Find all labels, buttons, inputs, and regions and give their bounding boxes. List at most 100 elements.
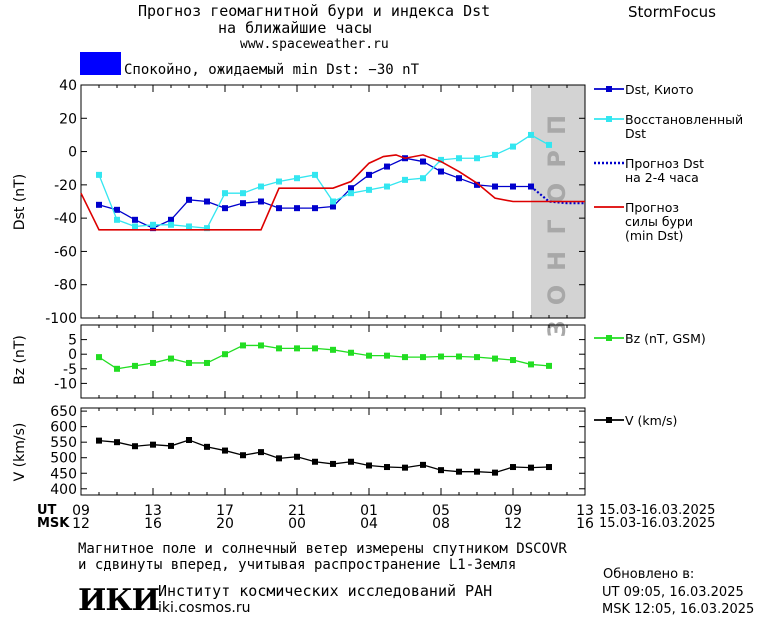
- v-data-point: [150, 441, 156, 448]
- bz-data-point: [438, 353, 444, 360]
- dst-ytick-label: -40: [54, 211, 77, 227]
- dst-data-point: [348, 185, 354, 192]
- dst-data-point: [114, 206, 120, 213]
- v-data-point: [114, 439, 120, 446]
- v-ytick-label: 650: [50, 404, 77, 420]
- legend-entry: Прогноз Dst: [625, 156, 704, 171]
- v-data-point: [546, 464, 552, 471]
- dst-data-point: [186, 196, 192, 203]
- dst-data-point: [240, 200, 246, 207]
- bz-data-point: [402, 354, 408, 361]
- bz-ytick-label: 0: [68, 347, 77, 363]
- bz-data-point: [492, 355, 498, 362]
- legend-entry: на 2-4 часа: [625, 170, 699, 185]
- iki-logo: ИКИ: [78, 583, 160, 618]
- x-tick-label-msk: 12: [72, 516, 90, 532]
- bz-ytick-label: -10: [54, 376, 77, 392]
- institute-site-link[interactable]: iki.cosmos.ru: [158, 600, 251, 616]
- v-data-point: [420, 461, 426, 468]
- dst-data-point: [204, 198, 210, 205]
- bz-ylabel: Bz (nT): [12, 335, 28, 385]
- v-data-point: [330, 460, 336, 467]
- bz-data-point: [294, 345, 300, 352]
- dst-data-point: [96, 201, 102, 208]
- v-data-point: [222, 447, 228, 454]
- dst-data-point: [456, 155, 462, 162]
- v-ytick-label: 600: [50, 420, 77, 436]
- bz-data-point: [348, 349, 354, 356]
- legend-entry: Bz (nT, GSM): [625, 331, 706, 346]
- x-tick-label-ut: 01: [360, 503, 378, 519]
- x-tick-label-msk: 00: [288, 516, 306, 532]
- legend-entry: силы бури: [625, 214, 693, 229]
- v-data-point: [348, 458, 354, 465]
- dst-data-point: [312, 171, 318, 178]
- dst-data-point: [402, 176, 408, 183]
- dst-ytick-label: -20: [54, 178, 77, 194]
- dst-data-point: [204, 225, 210, 232]
- bz-data-point: [420, 354, 426, 361]
- v-data-point: [438, 467, 444, 474]
- x-tick-label-ut: 13: [576, 503, 594, 519]
- x-tick-label-ut: 17: [216, 503, 234, 519]
- bz-data-point: [528, 361, 534, 368]
- x-axis-msk-label: MSK: [37, 516, 70, 531]
- legend-entry: V (km/s): [625, 413, 677, 428]
- x-tick-label-msk: 08: [432, 516, 450, 532]
- dst-data-point: [114, 216, 120, 223]
- status-color-swatch: [80, 52, 121, 75]
- dst-data-point: [186, 223, 192, 230]
- x-tick-label-msk: 12: [504, 516, 522, 532]
- updated-label: Обновлено в:: [603, 567, 695, 582]
- dst-data-point: [330, 198, 336, 205]
- legend-entry: (min Dst): [625, 228, 683, 243]
- dst-data-point: [420, 158, 426, 165]
- dst-data-point: [384, 183, 390, 190]
- v-data-point: [312, 458, 318, 465]
- bz-data-point: [258, 342, 264, 349]
- dst-series-line: [80, 154, 585, 231]
- bz-data-point: [204, 359, 210, 366]
- dst-ytick-label: -60: [54, 244, 77, 260]
- legend-entry: Прогноз: [625, 200, 679, 215]
- dst-data-point: [366, 186, 372, 193]
- v-data-point: [384, 464, 390, 471]
- dst-ylabel: Dst (nT): [12, 174, 28, 230]
- dst-ytick-label: -80: [54, 278, 77, 294]
- forecast-zone-letter: О: [543, 183, 571, 203]
- dst-data-point: [546, 141, 552, 148]
- v-data-point: [258, 449, 264, 456]
- dst-data-point: [294, 205, 300, 212]
- dst-ytick-label: 0: [68, 145, 77, 161]
- v-data-point: [294, 453, 300, 460]
- website-link[interactable]: www.spaceweather.ru: [240, 37, 389, 52]
- dst-data-point: [96, 171, 102, 178]
- dst-data-point: [438, 156, 444, 163]
- bz-data-point: [510, 357, 516, 364]
- bz-data-point: [474, 354, 480, 361]
- legend-entry: Dst: [625, 126, 646, 141]
- dst-ytick-label: 20: [59, 111, 77, 127]
- dst-series-line: [530, 185, 585, 205]
- bz-series-line: [98, 344, 550, 370]
- bz-data-point: [384, 352, 390, 359]
- bz-data-point: [168, 355, 174, 362]
- brand-name: StormFocus: [628, 3, 716, 21]
- dst-data-point: [294, 175, 300, 182]
- v-ytick-label: 400: [50, 482, 77, 498]
- dst-series-line: [98, 134, 550, 229]
- dst-data-point: [510, 143, 516, 150]
- x-tick-label-ut: 09: [72, 503, 90, 519]
- status-text: Спокойно, ожидаемый min Dst: −30 nT: [124, 62, 420, 78]
- v-data-point: [204, 443, 210, 450]
- bz-data-point: [276, 345, 282, 352]
- forecast-zone-letter: П: [543, 115, 571, 135]
- dst-data-point: [474, 155, 480, 162]
- v-ytick-label: 450: [50, 466, 77, 482]
- v-data-point: [96, 437, 102, 444]
- v-series-line: [98, 439, 550, 474]
- dst-series-line: [98, 157, 531, 229]
- v-data-point: [240, 452, 246, 459]
- x-tick-label-ut: 21: [288, 503, 306, 519]
- forecast-zone-letter: Н: [543, 251, 571, 271]
